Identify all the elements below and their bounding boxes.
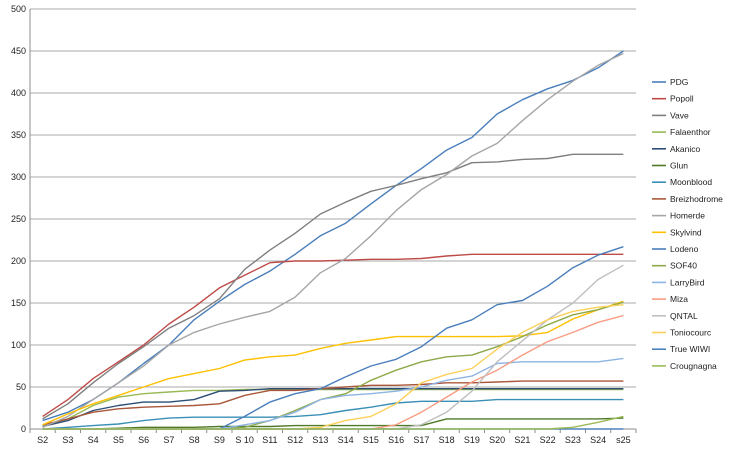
legend: PDG Popoll Vave Falaenthor Akanico Glun Moonbl… <box>652 77 723 371</box>
legend-label: SOF40 <box>670 261 697 271</box>
series-line-crougnagna <box>42 415 624 430</box>
x-tick-label: S17 <box>413 435 429 445</box>
axes <box>29 9 637 433</box>
x-tick-label: S23 <box>565 435 581 445</box>
series-line-toniocourc <box>42 304 624 430</box>
x-tick-label: S2 <box>37 435 48 445</box>
legend-label: Homerde <box>670 211 705 221</box>
x-tick-label: S11 <box>262 435 277 445</box>
x-axis-tick-labels: S2 S3 S4 S5 S6 S7 S8 S9 S 10 S11 S12 S13 S14 S15 S16 S1… <box>37 435 631 445</box>
y-axis-tick-labels: 0 50 100 150 200 250 300 350 400 450 500 <box>11 4 26 434</box>
y-tick-label: 450 <box>11 46 26 56</box>
legend-label: True WIWI <box>670 344 710 354</box>
x-tick-label: S9 <box>214 435 225 445</box>
y-tick-label: 300 <box>11 172 26 182</box>
y-tick-label: 150 <box>11 298 26 308</box>
x-tick-label: S12 <box>287 435 303 445</box>
x-tick-label: S15 <box>363 435 379 445</box>
y-tick-label: 0 <box>21 424 26 434</box>
x-tick-label: S4 <box>88 435 99 445</box>
y-tick-label: 200 <box>11 256 26 266</box>
series-line-popoll <box>42 253 624 417</box>
y-tick-label: 50 <box>16 382 26 392</box>
legend-label: Breizhodrome <box>670 194 723 204</box>
legend-label: PDG <box>670 77 688 87</box>
y-tick-label: 350 <box>11 130 26 140</box>
series-lines <box>42 50 624 430</box>
x-tick-label: s25 <box>616 435 631 445</box>
x-tick-label: S5 <box>113 435 124 445</box>
series-line-sof40 <box>42 301 624 430</box>
x-tick-label: S6 <box>138 435 149 445</box>
legend-label: LarryBird <box>670 277 705 287</box>
legend-label: Lodeno <box>670 244 699 254</box>
x-tick-label: S 10 <box>235 435 254 445</box>
legend-label: Toniocourc <box>670 328 712 338</box>
series-line-breizhodrome <box>42 380 624 426</box>
series-line-lodeno <box>42 246 624 430</box>
legend-label: Skylvind <box>670 227 702 237</box>
series-line-vave <box>42 153 624 420</box>
series-line-akanico <box>42 388 624 428</box>
y-tick-label: 250 <box>11 214 26 224</box>
legend-label: Miza <box>670 294 688 304</box>
legend-label: Vave <box>670 110 689 120</box>
x-tick-label: S3 <box>62 435 73 445</box>
series-line-homerde <box>42 52 624 428</box>
series-line-falaenthor <box>42 388 624 428</box>
legend-label: QNTAL <box>670 311 698 321</box>
legend-label: Falaenthor <box>670 127 711 137</box>
series-line-glun <box>42 417 624 430</box>
series-line-pdg <box>42 50 624 422</box>
series-line-moonblood <box>42 398 624 430</box>
x-tick-label: S19 <box>464 435 480 445</box>
x-tick-label: S8 <box>189 435 200 445</box>
legend-label: Crougnagna <box>670 361 717 371</box>
x-tick-label: S20 <box>489 435 505 445</box>
y-tick-label: 400 <box>11 88 26 98</box>
x-tick-label: S21 <box>514 435 530 445</box>
x-tick-label: S14 <box>338 435 354 445</box>
x-tick-label: S18 <box>439 435 455 445</box>
x-tick-label: S16 <box>388 435 404 445</box>
gridlines <box>30 8 636 388</box>
legend-label: Glun <box>670 161 688 171</box>
series-line-skylvind <box>42 300 624 426</box>
legend-label: Popoll <box>670 94 694 104</box>
x-tick-label: S7 <box>163 435 174 445</box>
x-tick-label: S24 <box>590 435 606 445</box>
legend-label: Moonblood <box>670 177 712 187</box>
legend-label: Akanico <box>670 144 701 154</box>
x-tick-label: S22 <box>540 435 556 445</box>
y-tick-label: 100 <box>11 340 26 350</box>
y-tick-label: 500 <box>11 4 26 14</box>
x-tick-label: S13 <box>312 435 328 445</box>
